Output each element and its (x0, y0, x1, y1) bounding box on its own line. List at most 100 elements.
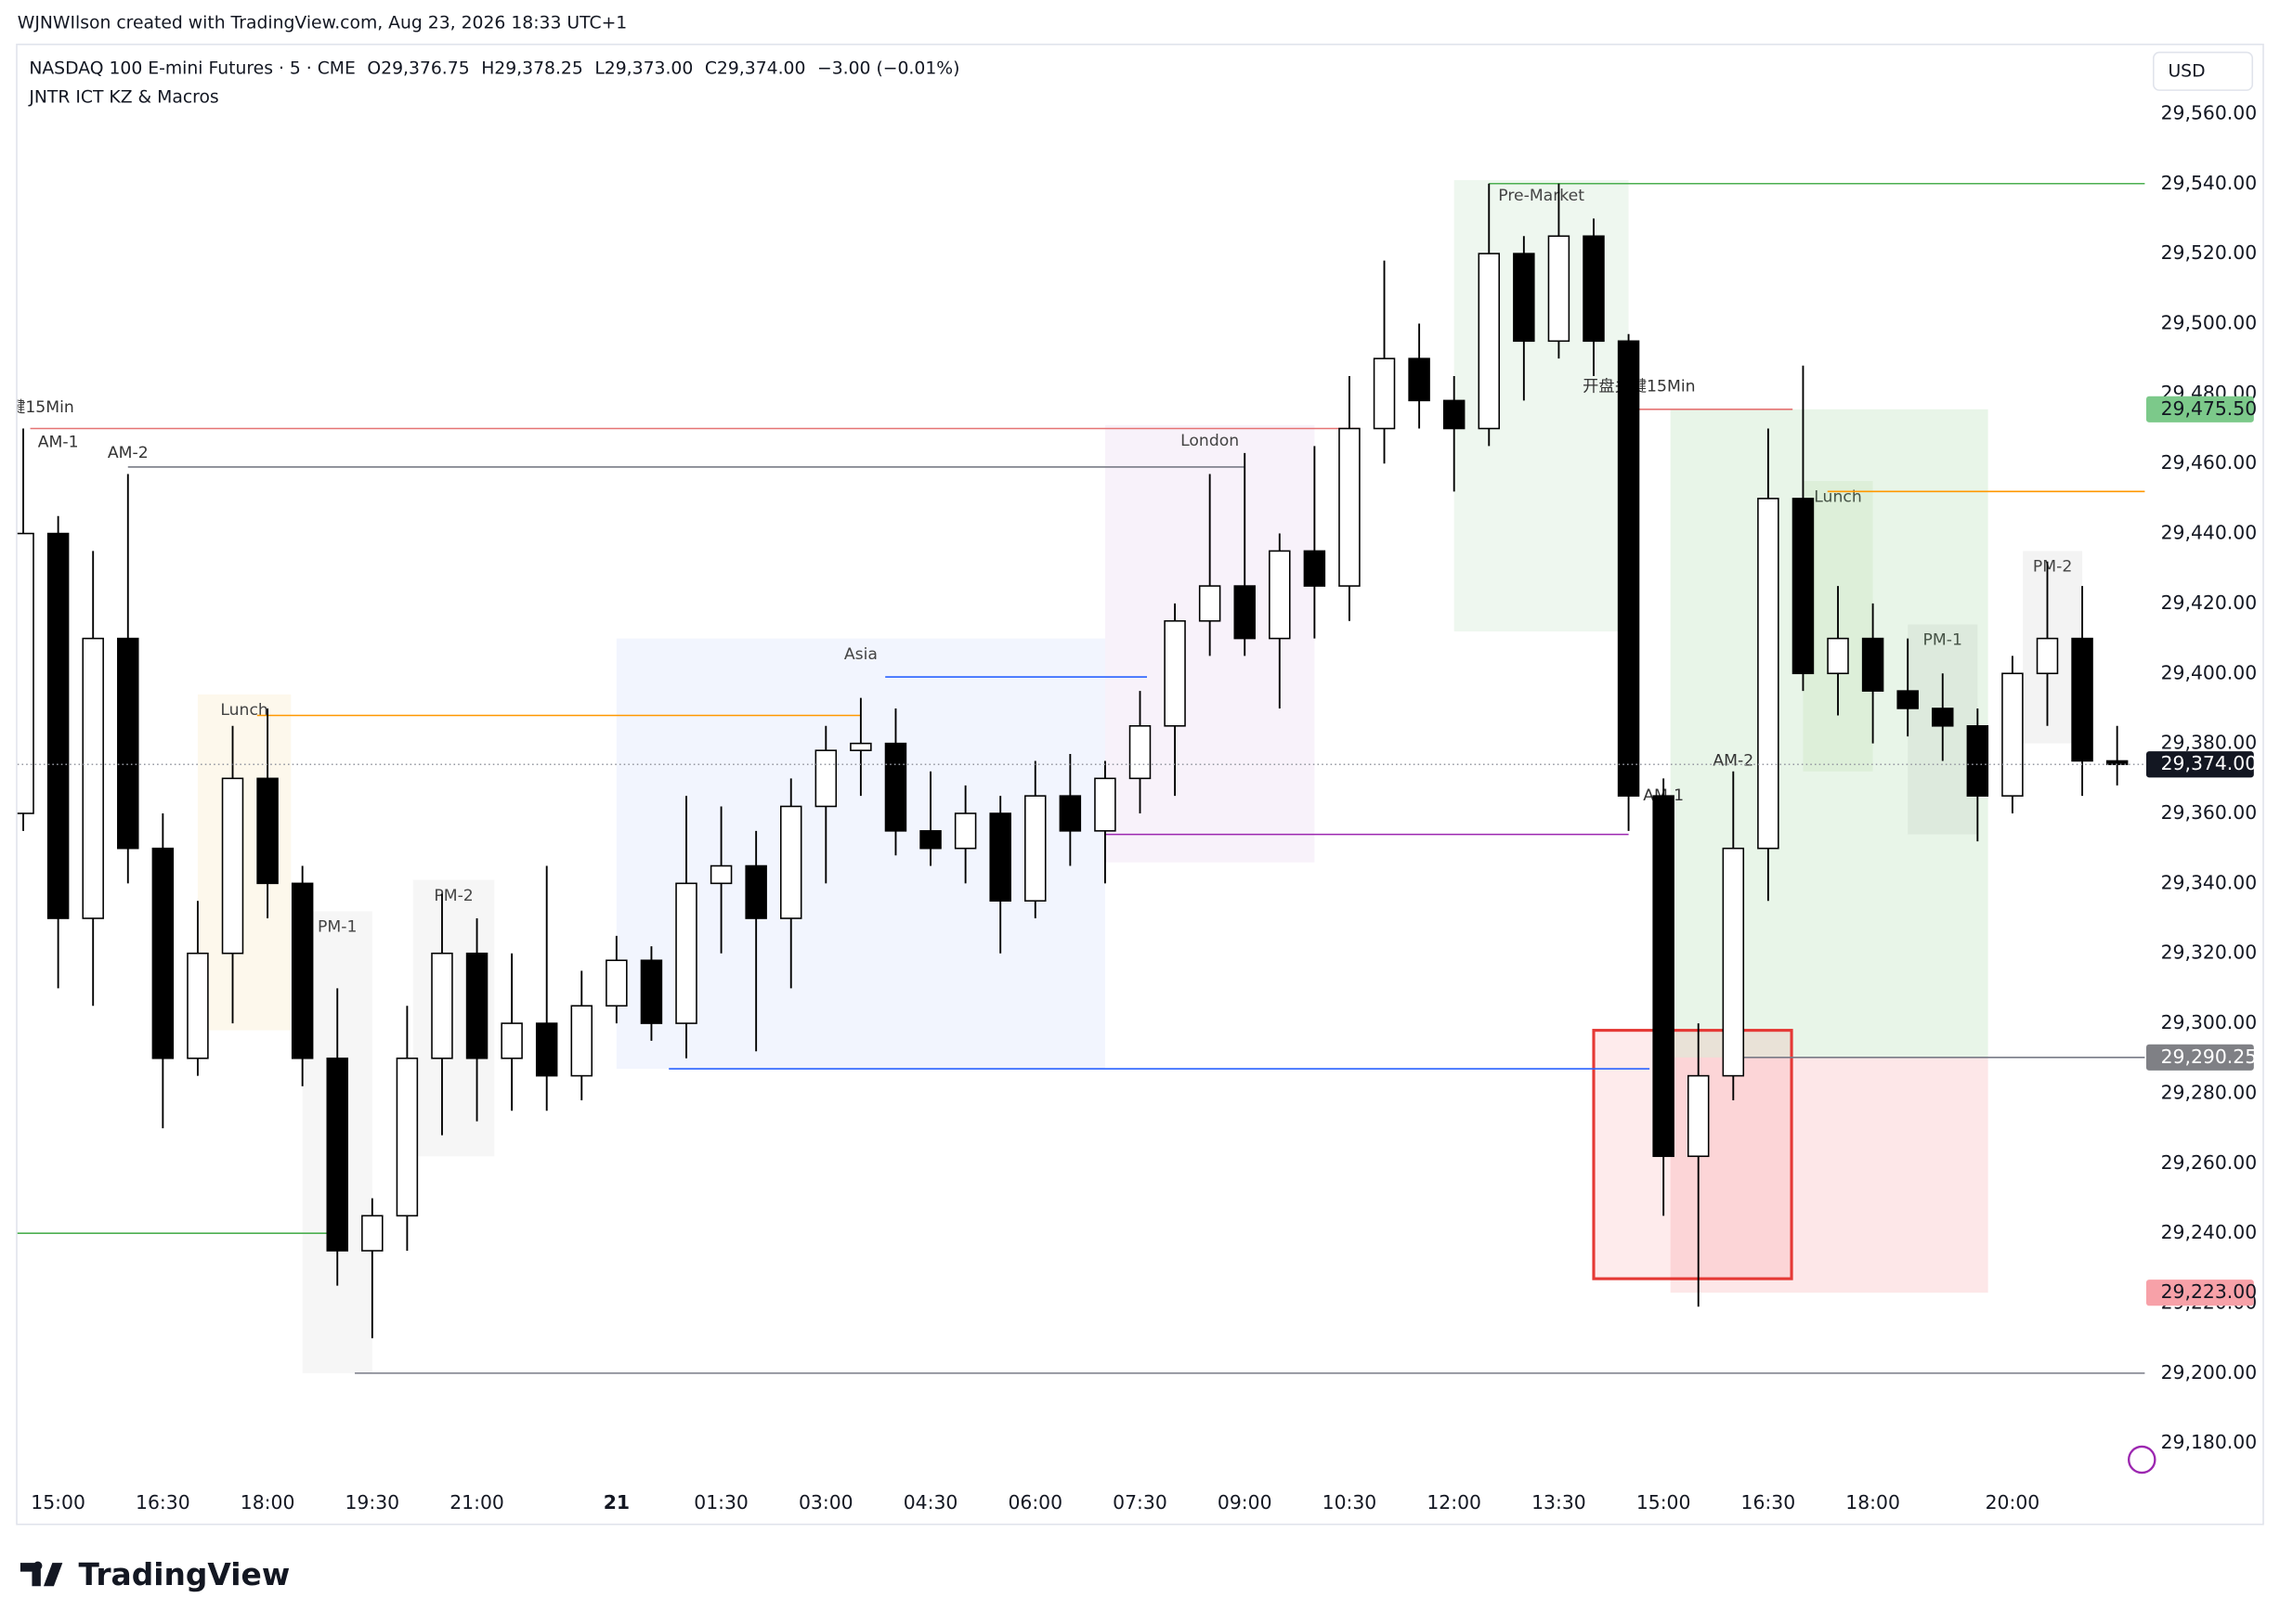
y-tick-label: 29,520.00 (2161, 241, 2258, 264)
candle-body (1896, 690, 1919, 709)
brand-logo (20, 1561, 63, 1587)
session-label: PM-2 (2033, 558, 2072, 577)
candle-body (1094, 777, 1116, 832)
candle-body (1024, 795, 1047, 902)
candle-body (221, 777, 244, 955)
y-tick-label: 29,300.00 (2161, 1011, 2258, 1033)
x-tick-label: 03:00 (799, 1491, 853, 1514)
macro-label: AM-2 (1713, 751, 1753, 770)
candle-body (1164, 619, 1186, 727)
candle-body (2036, 637, 2059, 675)
x-tick-label: 09:00 (1218, 1491, 1272, 1514)
session-label: PM-1 (1923, 631, 1962, 650)
candle-body (989, 812, 1011, 902)
price-label-bg (2145, 1280, 2254, 1306)
legend-line: NASDAQ 100 E-mini Futures · 5 · CME O29,3… (29, 58, 959, 78)
y-tick-label: 29,320.00 (2161, 942, 2258, 964)
candle-body (1128, 725, 1152, 780)
x-tick-label: 06:00 (1008, 1491, 1062, 1514)
session-label: Asia (844, 645, 878, 664)
candle-body (256, 777, 279, 885)
x-tick-label: 21 (604, 1491, 630, 1514)
candle-body (501, 1022, 523, 1059)
macro-label: 关键15Min (0, 398, 74, 417)
candle-body (1861, 637, 1884, 692)
candle-body (46, 532, 70, 919)
candle-body (1617, 340, 1640, 797)
y-tick-label: 29,180.00 (2161, 1431, 2258, 1453)
candle-body (1722, 847, 1745, 1077)
candle-body (1757, 498, 1779, 850)
y-tick-label: 29,560.00 (2161, 101, 2258, 123)
candle-body (1513, 253, 1535, 343)
candle-body (187, 952, 209, 1059)
x-tick-label: 07:30 (1113, 1491, 1167, 1514)
currency[interactable]: USD (2168, 61, 2205, 81)
candle-body (2105, 760, 2129, 766)
chart-frame (16, 44, 2264, 1526)
x-tick-label: 13:30 (1531, 1491, 1586, 1514)
y-tick-label: 29,280.00 (2161, 1081, 2258, 1103)
price-label: 29,374.00 (2161, 752, 2258, 774)
x-tick-label: 20:00 (1986, 1491, 2040, 1514)
y-tick-label: 29,460.00 (2161, 451, 2258, 474)
candle-body (1442, 399, 1466, 430)
session-label: PM-2 (434, 887, 473, 905)
y-tick-label: 29,380.00 (2161, 732, 2258, 754)
x-tick-label: 18:00 (241, 1491, 295, 1514)
x-tick-label: 04:30 (904, 1491, 958, 1514)
candle-body (570, 1005, 593, 1077)
session-label: Pre-Market (1498, 187, 1584, 205)
y-tick-label: 29,260.00 (2161, 1151, 2258, 1174)
x-tick-label: 15:00 (31, 1491, 85, 1514)
stop-zone (1670, 1057, 1988, 1293)
candle-body (291, 882, 314, 1059)
candle-body (1338, 427, 1361, 587)
brand: TradingView (79, 1556, 291, 1592)
candle-body (1198, 585, 1221, 622)
y-tick-label: 29,240.00 (2161, 1221, 2258, 1243)
candle-body (814, 749, 838, 808)
candle-body (431, 952, 453, 1059)
candle-body (1932, 708, 1954, 727)
candle-body (17, 532, 34, 814)
x-tick-label: 16:30 (1741, 1491, 1796, 1514)
currency-button[interactable] (2153, 51, 2254, 91)
axes: 29,180.0029,200.0029,220.0029,240.0029,2… (31, 101, 2257, 1514)
x-tick-label: 21:00 (449, 1491, 504, 1514)
y-tick-label: 29,200.00 (2161, 1361, 2258, 1384)
x-tick-label: 10:30 (1322, 1491, 1377, 1514)
price-label-bg (2145, 751, 2254, 778)
y-tick-label: 29,400.00 (2161, 661, 2258, 683)
x-tick-label: 12:00 (1427, 1491, 1481, 1514)
y-tick-label: 29,420.00 (2161, 591, 2258, 614)
candle-body (151, 847, 175, 1059)
candle-body (850, 742, 872, 751)
price-label: 29,290.25 (2161, 1046, 2258, 1068)
y-tick-label: 29,540.00 (2161, 172, 2258, 194)
ohlc-open: O29,376.75 (367, 58, 469, 78)
candle-body (1827, 637, 1849, 675)
price-label-bg (2145, 396, 2254, 422)
candle-body (1791, 498, 1815, 675)
indicator-icon[interactable] (2127, 1445, 2156, 1475)
x-tick-label: 19:30 (345, 1491, 399, 1514)
session-label: Lunch (1814, 487, 1861, 506)
candle-body (1687, 1074, 1710, 1158)
x-tick-label: 15:00 (1636, 1491, 1691, 1514)
ohlc-low: L29,373.00 (594, 58, 693, 78)
candle-body (1303, 550, 1326, 587)
candle-body (954, 812, 977, 850)
x-tick-label: 18:00 (1845, 1491, 1900, 1514)
price-label: 29,475.50 (2161, 397, 2258, 420)
macro-label: AM-1 (38, 434, 79, 452)
y-tick-label: 29,340.00 (2161, 871, 2258, 893)
ohlc-close: C29,374.00 (705, 58, 806, 78)
candle-body (710, 864, 733, 885)
x-tick-label: 16:30 (136, 1491, 190, 1514)
indicator-name: JNTR ICT KZ & Macros (28, 87, 218, 107)
candle-body (361, 1215, 384, 1252)
plot-area: Lunch PM-1 PM-2 Asia London Pre-Market Lunch PM… (0, 179, 2145, 1374)
candle-body (465, 952, 489, 1059)
